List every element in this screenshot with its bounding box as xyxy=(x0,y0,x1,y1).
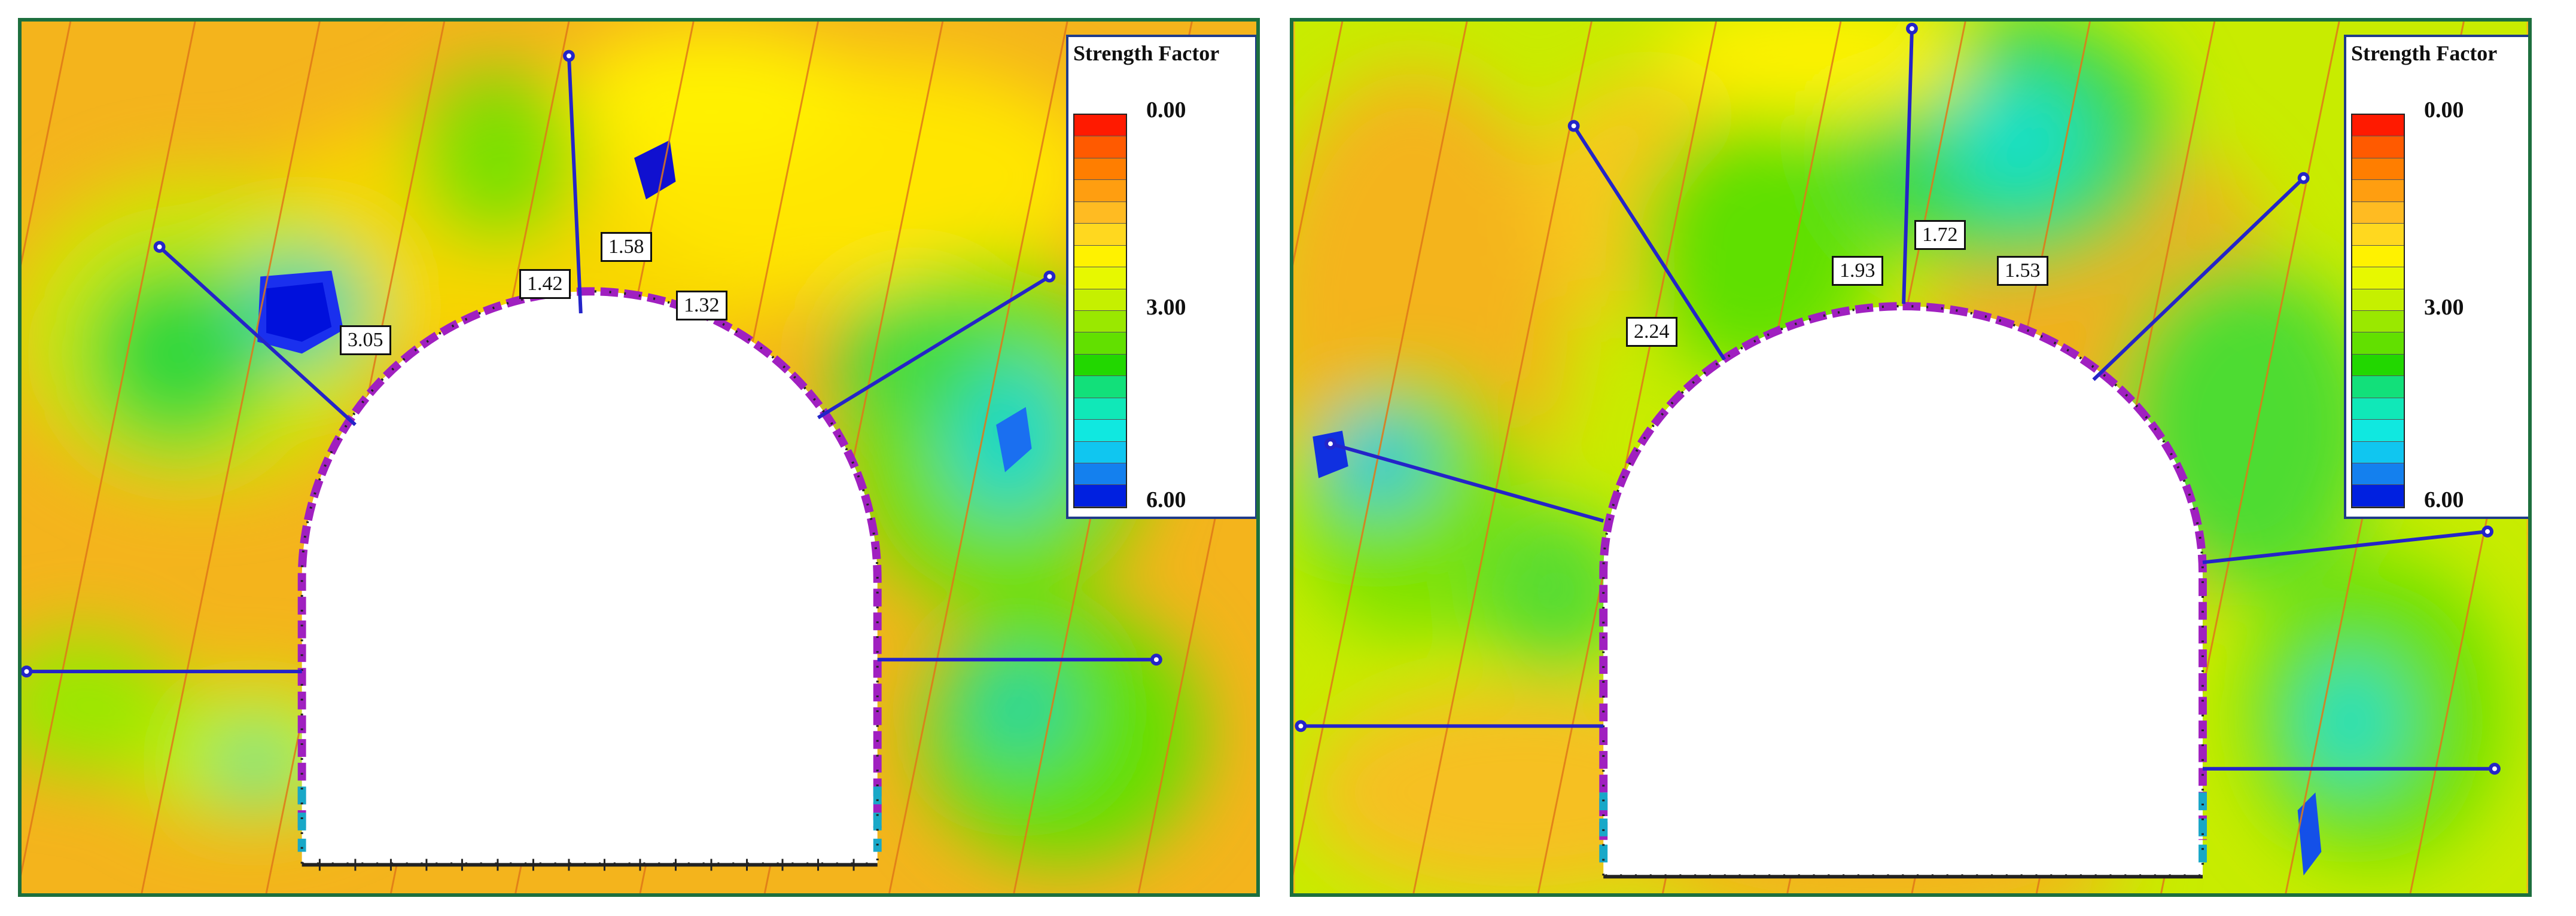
legend-color-bar xyxy=(2351,114,2405,508)
legend-title: Strength Factor xyxy=(2351,41,2498,65)
legend-tick-mid: 3.00 xyxy=(2424,295,2464,320)
legend-swatch xyxy=(1074,398,1126,420)
legend-swatch xyxy=(1074,420,1126,442)
legend-swatch xyxy=(2352,463,2404,486)
legend-swatch xyxy=(2352,158,2404,181)
legend-swatch xyxy=(2352,201,2404,224)
bolt-label-3: 1.58 xyxy=(601,232,652,262)
legend-color-bar xyxy=(1073,114,1127,508)
contour-field xyxy=(1293,22,2528,893)
legend-swatch xyxy=(1074,158,1126,181)
legend-swatch xyxy=(2352,224,2404,246)
legend-tick-mid: 3.00 xyxy=(1146,295,1186,320)
legend-swatch xyxy=(1074,463,1126,486)
legend-swatch xyxy=(2352,180,2404,202)
legend-swatch xyxy=(2352,267,2404,289)
rock-bolts xyxy=(22,50,1162,677)
legend-swatch xyxy=(1074,310,1126,333)
legend-swatch xyxy=(1074,201,1126,224)
legend-swatch xyxy=(2352,398,2404,420)
legend-swatch xyxy=(2352,115,2404,137)
strength-factor-panel-left: 3.05 1.42 1.58 1.32 Strength Factor 0.00… xyxy=(18,18,1260,897)
legend-swatch xyxy=(2352,332,2404,355)
legend-swatch xyxy=(1074,136,1126,158)
legend-swatch xyxy=(2352,485,2404,507)
legend-tick-min: 0.00 xyxy=(1146,97,1186,123)
legend-tick-min: 0.00 xyxy=(2424,97,2464,123)
strength-factor-legend: Strength Factor 0.00 3.00 6.00 xyxy=(1066,35,1256,519)
legend-swatch xyxy=(2352,376,2404,398)
legend-swatch xyxy=(1074,245,1126,268)
bolt-label-3: 1.72 xyxy=(1914,220,1966,250)
strength-factor-legend: Strength Factor 0.00 3.00 6.00 xyxy=(2344,35,2528,519)
tunnel-lining xyxy=(297,287,882,828)
bolt-label-2: 1.93 xyxy=(1832,256,1883,286)
strength-factor-panel-right: 2.24 1.93 1.72 1.53 Strength Factor 0.00… xyxy=(1290,18,2532,897)
bolt-label-2: 1.42 xyxy=(519,269,571,299)
tunnel-excavation xyxy=(1603,306,2203,876)
legend-swatch xyxy=(1074,115,1126,137)
legend-swatch xyxy=(2352,310,2404,333)
legend-tick-max: 6.00 xyxy=(1146,487,1186,512)
legend-swatch xyxy=(1074,441,1126,463)
legend-swatch xyxy=(1074,267,1126,289)
legend-tick-max: 6.00 xyxy=(2424,487,2464,512)
legend-swatch xyxy=(2352,245,2404,268)
legend-swatch xyxy=(1074,224,1126,246)
bolt-label-4: 1.32 xyxy=(676,291,727,320)
legend-swatch xyxy=(1074,485,1126,507)
bolt-label-4: 1.53 xyxy=(1997,256,2048,286)
bolt-label-1: 2.24 xyxy=(1626,317,1677,347)
legend-swatch xyxy=(1074,354,1126,377)
legend-swatch xyxy=(2352,420,2404,442)
legend-swatch xyxy=(2352,136,2404,158)
legend-swatch xyxy=(2352,289,2404,311)
legend-swatch xyxy=(2352,441,2404,463)
legend-swatch xyxy=(1074,289,1126,311)
bolt-label-1: 3.05 xyxy=(340,325,391,355)
legend-swatch xyxy=(1074,376,1126,398)
rock-bolts xyxy=(1295,22,2501,775)
tunnel-excavation xyxy=(302,291,878,864)
legend-swatch xyxy=(1074,180,1126,202)
legend-swatch xyxy=(2352,354,2404,377)
legend-swatch xyxy=(1074,332,1126,355)
legend-title: Strength Factor xyxy=(1073,41,1220,65)
